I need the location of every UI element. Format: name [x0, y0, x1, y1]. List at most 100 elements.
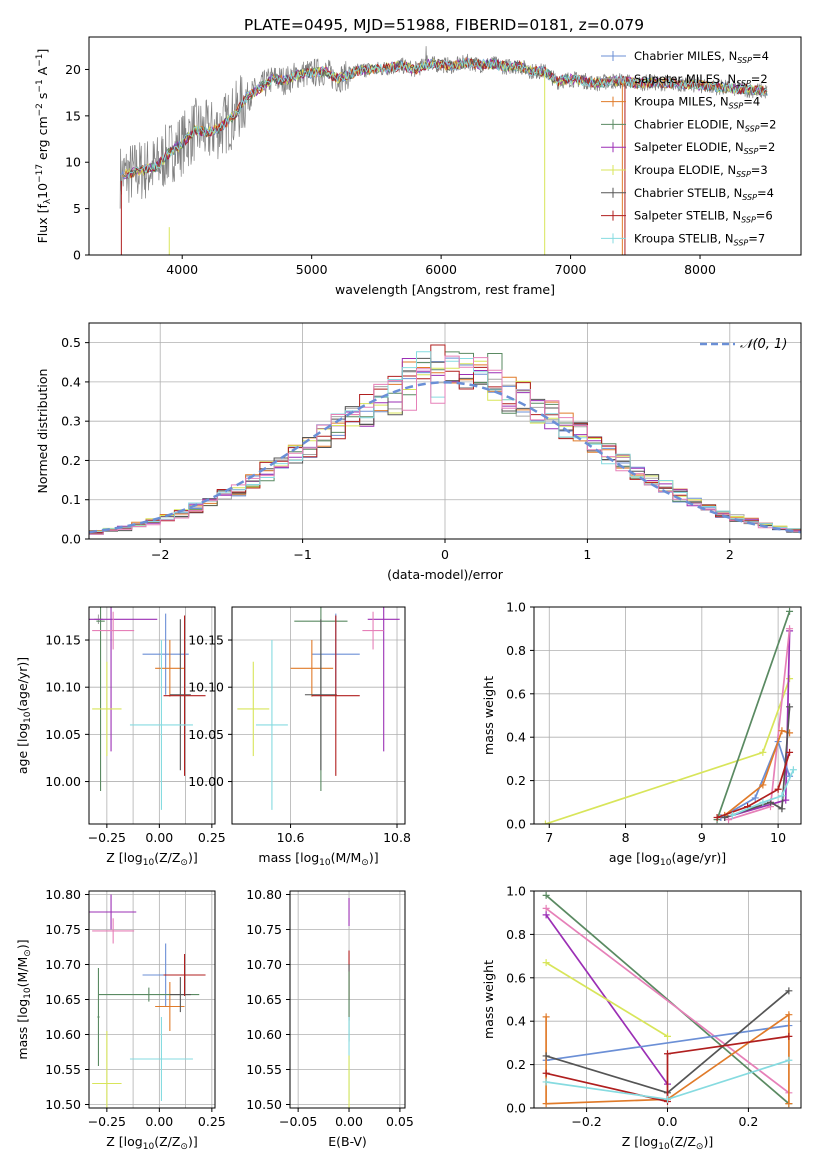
massweight-line-kroupa_stelib: [731, 769, 795, 817]
age-vs-metallicity-panel: −0.25 0.00 0.25 10.00 10.05 10.10 10.15 Z [log1…: [15, 606, 226, 868]
xlabel: mass [log10(M/M⊙)]: [258, 850, 378, 868]
ytick-label: 10.60: [246, 1027, 282, 1042]
ytick-label: 0.2: [506, 1057, 526, 1072]
massweight-line-pink: [545, 907, 790, 1094]
massweight-line-kroupa_miles: [724, 729, 790, 816]
massweight-marker: [759, 748, 767, 756]
legend-label-chabrier_stelib: Chabrier STELIB, NSSP=4: [634, 186, 774, 202]
xtick-label: 0.00: [145, 830, 173, 845]
massweight-marker: [786, 625, 794, 633]
xlabel: age [log10(age/yr)]: [609, 850, 726, 868]
ytick-label: 10.50: [246, 1097, 282, 1112]
spectrum-ytick-label: 5: [73, 201, 81, 216]
massweight-marker: [778, 792, 786, 800]
ytick-label: 10.60: [45, 1027, 81, 1042]
histogram-ytick-label: 0.3: [61, 414, 81, 429]
histogram-xtick-label: −1: [293, 547, 311, 562]
massweight-marker: [782, 796, 790, 804]
massweight-marker: [728, 811, 736, 819]
ytick-label: 10.00: [45, 774, 81, 789]
ylabel: age [log10(age/yr)]: [15, 657, 33, 774]
massweight-marker: [664, 1032, 671, 1040]
ytick-label: 10.10: [45, 680, 81, 695]
massweight-line-salpeter_stelib: [545, 1035, 790, 1103]
plot-area: [89, 607, 206, 810]
xlabel: Z [log10(Z/Z⊙)]: [106, 1134, 197, 1152]
xtick-label: 0.25: [198, 830, 226, 845]
ytick-label: 1.0: [506, 600, 526, 615]
ytick-label: 10.50: [45, 1097, 81, 1112]
plot-area: [237, 607, 400, 810]
massweight-marker: [542, 1013, 550, 1021]
massweight-marker: [786, 675, 794, 683]
plot-area: [542, 891, 793, 1108]
massweight-marker: [664, 1095, 671, 1103]
massweight-marker: [786, 703, 794, 711]
xlabel: Z [log10(Z/Z⊙)]: [622, 1134, 713, 1152]
xtick-label: 0.2: [738, 1114, 758, 1129]
ytick-label: 10.70: [45, 957, 81, 972]
grid: [232, 607, 405, 824]
xtick-label: 9: [698, 830, 706, 845]
ytick-label: 10.05: [45, 727, 81, 742]
age-vs-mass-panel: 10.6 10.8 10.00 10.05 10.10 10.15 mass [log10(…: [188, 606, 411, 868]
massweight-marker: [542, 904, 550, 912]
histogram-xtick-label: 2: [726, 547, 734, 562]
xtick-label: 7: [545, 830, 553, 845]
xtick-label: 8: [622, 830, 630, 845]
mass-vs-metallicity-panel: −0.25 0.00 0.25 10.50 10.55 10.60 10.65 10.70 10…: [15, 887, 226, 1152]
spectrum-xtick-label: 6000: [425, 262, 457, 277]
ytick-label: 10.55: [45, 1062, 81, 1077]
spectrum-panel: 4000 5000 6000 7000 8000 0 5 10 15 20 Chabrier MI…: [35, 36, 802, 297]
massweight-line-kroupa_elodie: [545, 678, 791, 824]
ylabel: mass [log10(M/M⊙)]: [15, 939, 33, 1059]
massweight-marker: [778, 727, 786, 735]
massweight-marker: [542, 959, 550, 967]
ytick-label: 1.0: [506, 884, 526, 899]
legend-label-kroupa_elodie: Kroupa ELODIE, NSSP=3: [634, 163, 768, 179]
legend-label-salpeter_stelib: Salpeter STELIB, NSSP=6: [634, 209, 773, 225]
axes-frame: [88, 606, 216, 825]
massweight-marker: [542, 1052, 550, 1060]
xtick-label: 0.25: [198, 1114, 226, 1129]
spectrum-ytick-label: 15: [65, 108, 81, 123]
legend-label-kroupa_stelib: Kroupa STELIB, NSSP=7: [634, 231, 765, 247]
ytick-label: 0.4: [506, 1014, 526, 1029]
massweight-marker: [786, 748, 794, 756]
massweight-line-kroupa_elodie: [545, 961, 668, 1038]
ytick-label: 0.6: [506, 686, 526, 701]
ytick-label: 10.10: [188, 680, 224, 695]
xtick-label: −0.05: [279, 1114, 317, 1129]
massweight-vs-age-panel: 7 8 9 10 0.0 0.2 0.4 0.6 0.8 1.0 age [log10(age/yr…: [481, 600, 802, 868]
histogram-xlabel: (data-model)/error: [387, 567, 504, 582]
massweight-vs-metallicity-panel: −0.2 0.0 0.2 0.0 0.2 0.4 0.6 0.8 1.0 Z [log10(Z/Z…: [481, 884, 802, 1152]
xtick-label: −0.25: [88, 830, 126, 845]
legend-label-chabrier_miles: Chabrier MILES, NSSP=4: [634, 49, 769, 65]
ytick-label: 0.8: [506, 643, 526, 658]
spectrum-xtick-label: 8000: [684, 262, 716, 277]
ytick-label: 10.00: [188, 774, 224, 789]
ytick-label: 10.75: [45, 922, 81, 937]
ytick-label: 10.65: [246, 992, 282, 1007]
xtick-label: 0.00: [335, 1114, 363, 1129]
massweight-marker: [785, 1056, 793, 1064]
spectrum-xtick-label: 7000: [555, 262, 587, 277]
massweight-line-chabrier_elodie: [545, 894, 790, 1105]
massweight-marker: [785, 1100, 793, 1108]
massweight-marker: [541, 820, 549, 824]
ytick-label: 0.0: [506, 817, 526, 832]
ytick-label: 10.80: [45, 887, 81, 902]
ytick-label: 0.8: [506, 927, 526, 942]
spectrum-ylabel: Flux [fλ10−17 erg cm−2 s−1 A−1]: [35, 49, 53, 244]
residual-histogram-panel: −2 −1 0 1 2 0.0 0.1 0.2 0.3 0.4 0.5 𝒩(0, 1) (data-…: [35, 322, 802, 582]
massweight-marker: [774, 785, 782, 793]
xtick-label: 10.6: [277, 830, 305, 845]
grid: [290, 891, 405, 1108]
xtick-label: −0.2: [571, 1114, 601, 1129]
massweight-marker: [725, 816, 733, 824]
spectrum-xtick-label: 5000: [296, 262, 328, 277]
xtick-label: 10: [770, 830, 786, 845]
axes-frame: [231, 606, 406, 825]
massweight-line-pink: [728, 628, 791, 821]
